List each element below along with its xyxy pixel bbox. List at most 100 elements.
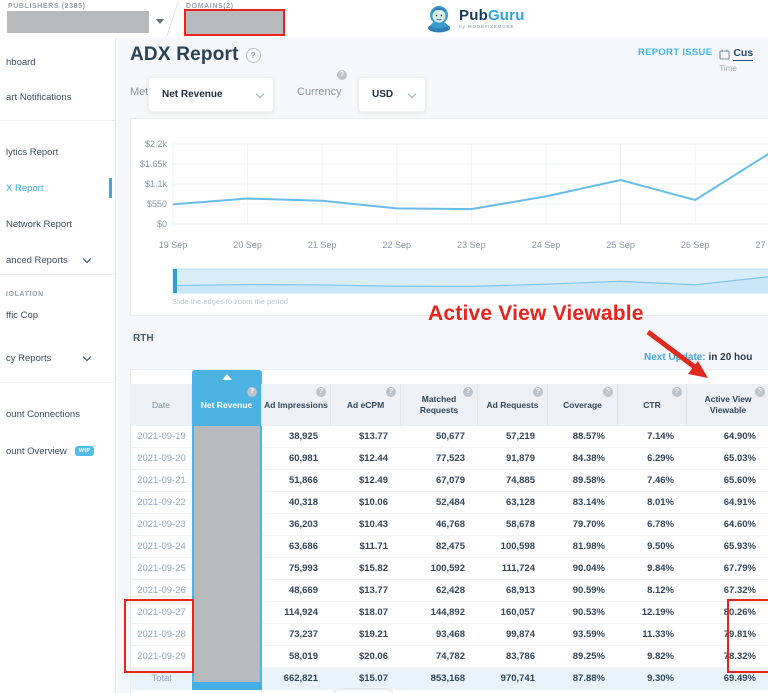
value-cell: 89.25% [572, 651, 605, 662]
value-cell: 111,724 [501, 563, 535, 574]
column-header[interactable]: CTR? [618, 384, 687, 426]
column-help-icon[interactable]: ? [463, 387, 473, 397]
next-update-label: Next Update: [644, 352, 706, 363]
svg-text:$550: $550 [147, 199, 167, 209]
topbar-divider [166, 1, 179, 37]
sidebar-item[interactable]: X Report [6, 178, 112, 198]
sidebar-item[interactable]: anced Reports [6, 250, 112, 270]
sidebar-item-label: lytics Report [6, 146, 59, 158]
column-header[interactable]: Coverage? [548, 384, 618, 426]
value-cell: 62,428 [435, 585, 465, 596]
sidebar-item[interactable]: Network Report [6, 214, 112, 234]
value-cell: 67.79% [723, 563, 756, 574]
pager-pill[interactable] [331, 688, 395, 693]
calendar-icon [719, 49, 730, 60]
sidebar-item[interactable]: ount Connections [6, 404, 112, 424]
value-cell: 38,925 [288, 431, 318, 442]
sidebar-divider [0, 120, 115, 121]
currency-dropdown[interactable]: USD [358, 77, 426, 112]
sort-indicator-tab[interactable] [192, 370, 262, 384]
currency-help-icon[interactable]: ? [337, 70, 347, 80]
column-header[interactable]: Ad eCPM? [331, 384, 401, 426]
svg-text:19 Sep: 19 Sep [159, 240, 188, 250]
annotation-arrow-icon [646, 330, 708, 378]
value-cell: 80.26% [723, 607, 756, 618]
svg-text:27 Sep: 27 Sep [756, 240, 768, 250]
page-title: ADX Report [130, 44, 239, 65]
column-help-icon[interactable]: ? [533, 387, 543, 397]
value-cell: 65.03% [723, 453, 756, 464]
svg-text:26 Sep: 26 Sep [681, 240, 710, 250]
sidebar-item[interactable]: art Notifications [6, 87, 112, 107]
value-cell: 8.12% [647, 585, 674, 596]
date-range-link[interactable]: Cus [733, 47, 754, 61]
table-row: 2021-09-23 36,203 $10.43 46,768 58,678 79.70%… [131, 514, 768, 536]
pubguru-wordmark: PubGuru by MONETIZEMORE [459, 7, 525, 29]
value-cell: 64.91% [723, 497, 756, 508]
help-icon[interactable]: ? [245, 47, 261, 63]
column-help-icon[interactable]: ? [672, 387, 682, 397]
column-help-icon[interactable]: ? [386, 387, 396, 397]
column-header[interactable]: Active View Viewable? [687, 384, 768, 426]
value-cell: $15.82 [358, 563, 388, 574]
value-cell: 100,592 [430, 563, 465, 574]
report-issue-link[interactable]: REPORT ISSUE [638, 47, 713, 58]
column-header[interactable]: Ad Requests? [478, 384, 548, 426]
column-header[interactable]: Ad Impressions? [262, 384, 331, 426]
column-help-icon[interactable]: ? [603, 387, 613, 397]
value-cell: 9.50% [647, 541, 674, 552]
column-help-icon[interactable]: ? [316, 387, 326, 397]
column-header-label: Coverage [563, 399, 602, 410]
net-revenue-column-footer-bar [192, 682, 262, 690]
slider-caption: Slide the edges to zoom the period [172, 297, 288, 306]
value-cell: 7.46% [647, 475, 674, 486]
date-cell: 2021-09-25 [137, 563, 186, 574]
table-row: 2021-09-29 58,019 $20.06 74,782 83,786 89.25%… [131, 646, 768, 668]
metric-dropdown[interactable]: Net Revenue [148, 77, 274, 112]
svg-text:$0: $0 [157, 219, 167, 229]
svg-text:$1.1k: $1.1k [145, 179, 168, 189]
svg-text:21 Sep: 21 Sep [308, 240, 337, 250]
column-header[interactable]: Matched Requests? [401, 384, 478, 426]
timezone-label: Time [719, 64, 737, 73]
sidebar-item[interactable]: hboard [6, 52, 112, 72]
pubguru-mascot-icon [428, 6, 450, 33]
column-header-label: Matched Requests [419, 394, 459, 415]
value-cell: 78.32% [723, 651, 756, 662]
chevron-down-icon [82, 254, 92, 264]
table-header-row: Date Net Revenue? Ad Impressions? Ad eCPM? M… [131, 384, 768, 426]
pubguru-logo[interactable]: PubGuru by MONETIZEMORE [424, 3, 525, 33]
column-help-icon[interactable]: ? [247, 387, 257, 397]
sidebar-item[interactable]: lytics Report [6, 142, 112, 162]
value-cell: $12.49 [358, 475, 388, 486]
value-cell: 48,669 [288, 585, 318, 596]
svg-text:22 Sep: 22 Sep [383, 240, 412, 250]
column-header[interactable]: Net Revenue? [192, 384, 262, 426]
rth-label: RTH [133, 333, 154, 344]
sidebar-item[interactable]: cy Reports [6, 348, 112, 368]
annotation-text: Active View Viewable [428, 302, 644, 325]
domain-select[interactable] [184, 9, 285, 36]
value-cell: 52,484 [435, 497, 465, 508]
svg-text:24 Sep: 24 Sep [532, 240, 561, 250]
slider-left-handle[interactable] [173, 269, 177, 293]
net-revenue-redacted-column [192, 426, 262, 682]
sidebar-item[interactable]: ount Overview WIP [6, 441, 112, 461]
sidebar-item[interactable]: ffic Cop [6, 305, 112, 325]
column-header[interactable]: Date [131, 384, 192, 426]
publisher-select[interactable] [7, 11, 149, 33]
value-cell: $10.06 [358, 497, 388, 508]
publishers-label: PUBLISHERS (2385) [8, 3, 86, 10]
logo-byline: by MONETIZEMORE [459, 23, 515, 29]
metric-value: Net Revenue [162, 89, 223, 100]
sidebar-divider [0, 382, 115, 383]
wip-badge: WIP [74, 446, 95, 456]
value-cell: 90.59% [572, 585, 605, 596]
page-header: ADX Report ? [130, 44, 261, 66]
column-help-icon[interactable]: ? [755, 387, 765, 397]
table-body: 2021-09-19 38,925 $13.77 50,677 57,219 88.57%… [131, 426, 768, 690]
chevron-down-icon[interactable] [156, 19, 164, 24]
value-cell: 99,874 [505, 629, 535, 640]
chevron-down-icon [82, 352, 92, 362]
value-cell: 93,468 [435, 629, 465, 640]
